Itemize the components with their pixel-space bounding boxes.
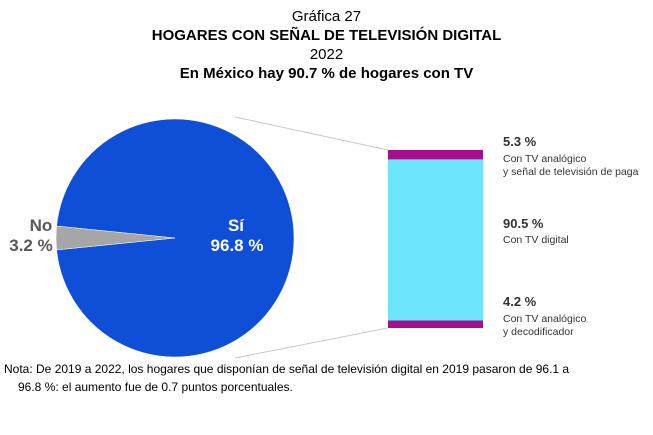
pie-value-si: 96.8 % [211,236,264,255]
pie-and-breakdown-chart: Sí 96.8 % No 3.2 % 5.3 % Con TV analógic… [9,116,639,359]
pie-slice-si [56,118,295,358]
pie-label-si: Sí [228,216,245,235]
breakdown-segment-digital-tv [388,159,483,321]
chart-year: 2022 [309,46,344,63]
connector-line-top [234,116,389,151]
footnote-line-2: 96.8 %: el aumento fue de 0.7 puntos por… [18,380,293,394]
breakdown-value-analog-pay-tv: 5.3 % [503,134,537,149]
breakdown-desc-analog-pay-tv-1: Con TV analógico [503,153,586,165]
breakdown-segment-analog-decoder [388,320,483,328]
pie-value-no: 3.2 % [9,236,52,255]
breakdown-desc-analog-pay-tv-2: y señal de televisión de paga [503,166,639,178]
breakdown-desc-digital-tv: Con TV digital [503,234,569,246]
breakdown-value-analog-decoder: 4.2 % [503,294,537,309]
footnote-line-1: Nota: De 2019 a 2022, los hogares que di… [4,362,570,376]
pie-slice-no [55,225,176,251]
footnote: Nota: De 2019 a 2022, los hogares que di… [4,360,604,396]
breakdown-segment-analog-pay-tv [388,150,483,160]
chart-subtitle: En México hay 90.7 % de hogares con TV [179,65,474,82]
chart-title: HOGARES CON SEÑAL DE TELEVISIÓN DIGITAL [151,27,502,44]
breakdown-value-digital-tv: 90.5 % [503,216,544,231]
pie-label-no: No [30,216,53,235]
chart-number: Gráfica 27 [291,8,362,25]
breakdown-desc-analog-decoder-2: y decodificador [503,326,574,338]
connector-line-bottom [234,327,389,359]
breakdown-desc-analog-decoder-1: Con TV analógico [503,313,586,325]
